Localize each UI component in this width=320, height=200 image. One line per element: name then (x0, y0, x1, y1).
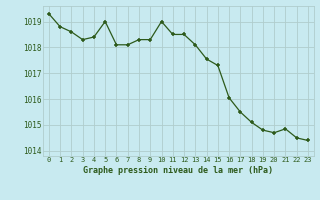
X-axis label: Graphe pression niveau de la mer (hPa): Graphe pression niveau de la mer (hPa) (84, 166, 273, 175)
